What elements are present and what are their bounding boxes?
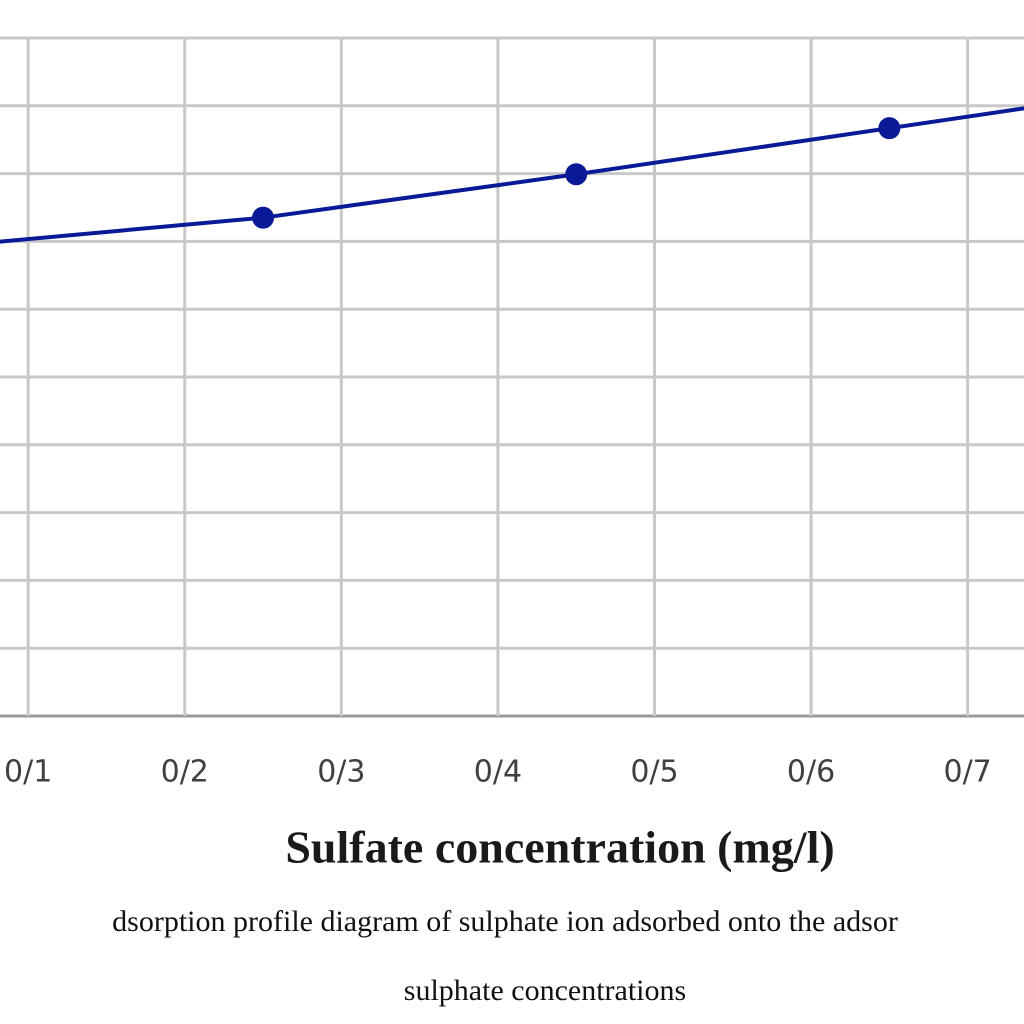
x-tick-label: 0/3 — [317, 755, 365, 790]
x-tick-label: 0/2 — [161, 755, 209, 790]
data-point — [252, 206, 275, 229]
x-tick-label: 0/1 — [4, 755, 52, 790]
x-tick-label: 0/7 — [943, 755, 991, 790]
data-point — [565, 163, 588, 186]
x-tick-label: 0/6 — [787, 755, 835, 790]
caption-line: sulphate concentrations — [404, 974, 686, 1007]
caption-line: dsorption profile diagram of sulphate io… — [112, 905, 898, 938]
x-tick-label: 0/5 — [630, 755, 678, 790]
x-tick-label: 0/4 — [474, 755, 522, 790]
x-axis-label: Sulfate concentration (mg/l) — [285, 822, 834, 873]
data-point — [878, 117, 901, 140]
